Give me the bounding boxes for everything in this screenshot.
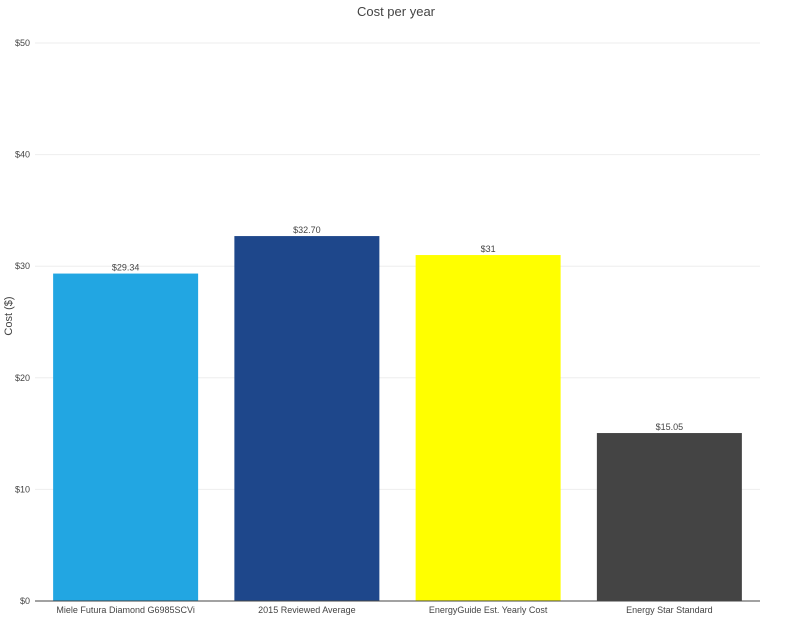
x-axis-ticks: Miele Futura Diamond G6985SCVi 2015 Revie… xyxy=(56,605,712,615)
bar[interactable] xyxy=(415,255,561,602)
x-tick-label: EnergyGuide Est. Yearly Cost xyxy=(429,605,548,615)
bar-value-label: $32.70 xyxy=(293,225,321,235)
y-tick-label: $0 xyxy=(20,596,30,606)
y-tick-label: $50 xyxy=(15,38,30,48)
bar[interactable] xyxy=(234,236,380,601)
bars xyxy=(53,236,742,602)
x-tick-label: Miele Futura Diamond G6985SCVi xyxy=(56,605,194,615)
chart-title: Cost per year xyxy=(357,4,436,19)
y-axis-ticks: $0 $10 $20 $30 $40 $50 xyxy=(15,38,30,606)
x-tick-label: 2015 Reviewed Average xyxy=(258,605,355,615)
y-tick-label: $10 xyxy=(15,484,30,494)
bar[interactable] xyxy=(53,273,199,601)
data-labels: $29.34 $32.70 $31 $15.05 xyxy=(112,225,683,432)
y-tick-label: $30 xyxy=(15,261,30,271)
bar-value-label: $15.05 xyxy=(656,422,684,432)
bar-value-label: $29.34 xyxy=(112,263,140,273)
y-tick-label: $40 xyxy=(15,150,30,160)
x-tick-label: Energy Star Standard xyxy=(626,605,713,615)
bar[interactable] xyxy=(596,433,742,601)
y-tick-label: $20 xyxy=(15,373,30,383)
y-axis-label: Cost ($) xyxy=(3,296,15,335)
bar-value-label: $31 xyxy=(481,244,496,254)
